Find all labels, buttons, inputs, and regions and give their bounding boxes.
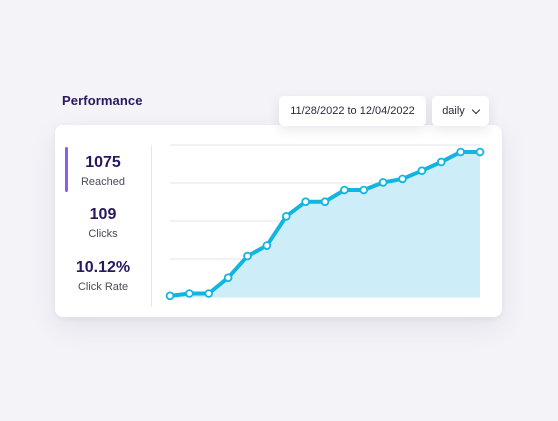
- interval-label: daily: [442, 105, 465, 117]
- chart-data-point[interactable]: [398, 174, 407, 184]
- stat-reached-label: Reached: [80, 176, 126, 188]
- performance-card: 1075 Reached 109 Clicks 10.12% Click Rat…: [55, 125, 502, 317]
- stat-active-indicator: [65, 147, 68, 192]
- stat-click-rate[interactable]: 10.12% Click Rate: [55, 259, 151, 294]
- stat-click-rate-label: Click Rate: [77, 281, 129, 293]
- stats-divider: [151, 145, 152, 307]
- date-range-picker[interactable]: 11/28/2022 to 12/04/2022: [279, 96, 426, 126]
- chart-data-point[interactable]: [436, 157, 446, 167]
- stat-clicks[interactable]: 109 Clicks: [55, 206, 151, 241]
- page-title: Performance: [62, 93, 143, 108]
- chart-data-point[interactable]: [243, 251, 252, 261]
- stats-panel: 1075 Reached 109 Clicks 10.12% Click Rat…: [55, 125, 151, 317]
- chart-data-point[interactable]: [262, 241, 272, 250]
- chart-data-point[interactable]: [320, 197, 330, 207]
- stat-reached[interactable]: 1075 Reached: [55, 154, 151, 189]
- chart-data-point[interactable]: [165, 291, 175, 301]
- performance-line-chart: [165, 144, 485, 301]
- stat-clicks-label: Clicks: [88, 228, 118, 240]
- stat-reached-value: 1075: [85, 154, 121, 171]
- chart-data-point[interactable]: [340, 185, 349, 195]
- chart-data-point[interactable]: [185, 289, 194, 298]
- chart-data-point[interactable]: [456, 147, 465, 157]
- stat-clicks-value: 109: [89, 206, 117, 223]
- interval-select[interactable]: daily: [432, 96, 489, 126]
- chart-data-point[interactable]: [378, 178, 388, 187]
- chart-data-point[interactable]: [223, 273, 233, 283]
- chart-data-point[interactable]: [301, 197, 310, 207]
- chart-data-point[interactable]: [417, 166, 427, 176]
- stat-click-rate-value: 10.12%: [75, 259, 131, 276]
- chart-data-point[interactable]: [359, 185, 369, 195]
- date-range-label: 11/28/2022 to 12/04/2022: [290, 105, 415, 117]
- chart-data-point[interactable]: [475, 147, 485, 157]
- chevron-down-icon: [471, 105, 481, 114]
- chart-data-point[interactable]: [204, 289, 214, 298]
- chart-data-point[interactable]: [281, 212, 291, 221]
- chart-area-fill: [170, 152, 480, 297]
